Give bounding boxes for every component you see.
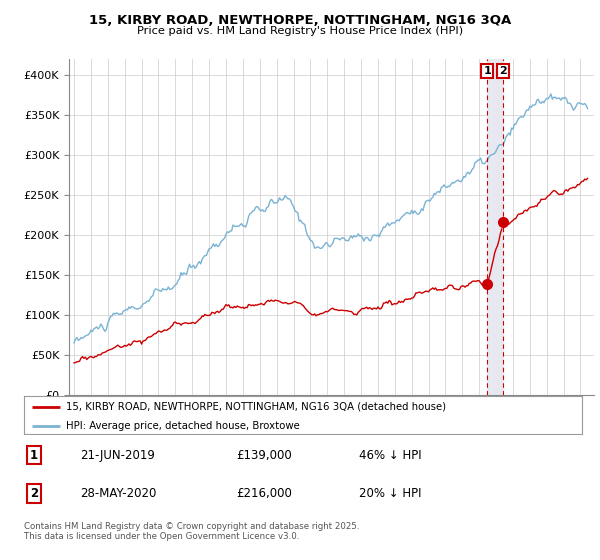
Text: 15, KIRBY ROAD, NEWTHORPE, NOTTINGHAM, NG16 3QA: 15, KIRBY ROAD, NEWTHORPE, NOTTINGHAM, N… xyxy=(89,14,511,27)
Text: 2: 2 xyxy=(30,487,38,500)
Text: 15, KIRBY ROAD, NEWTHORPE, NOTTINGHAM, NG16 3QA (detached house): 15, KIRBY ROAD, NEWTHORPE, NOTTINGHAM, N… xyxy=(66,402,446,412)
Text: £139,000: £139,000 xyxy=(236,449,292,461)
Text: 20% ↓ HPI: 20% ↓ HPI xyxy=(359,487,421,500)
Text: Contains HM Land Registry data © Crown copyright and database right 2025.
This d: Contains HM Land Registry data © Crown c… xyxy=(24,522,359,542)
Text: HPI: Average price, detached house, Broxtowe: HPI: Average price, detached house, Brox… xyxy=(66,421,299,431)
Bar xyxy=(487,59,503,395)
Text: 2: 2 xyxy=(499,66,507,76)
Text: £216,000: £216,000 xyxy=(236,487,292,500)
Text: 1: 1 xyxy=(483,66,491,76)
Text: 21-JUN-2019: 21-JUN-2019 xyxy=(80,449,155,461)
Text: 46% ↓ HPI: 46% ↓ HPI xyxy=(359,449,421,461)
Text: 1: 1 xyxy=(30,449,38,461)
Text: Price paid vs. HM Land Registry's House Price Index (HPI): Price paid vs. HM Land Registry's House … xyxy=(137,26,463,36)
Text: 28-MAY-2020: 28-MAY-2020 xyxy=(80,487,156,500)
